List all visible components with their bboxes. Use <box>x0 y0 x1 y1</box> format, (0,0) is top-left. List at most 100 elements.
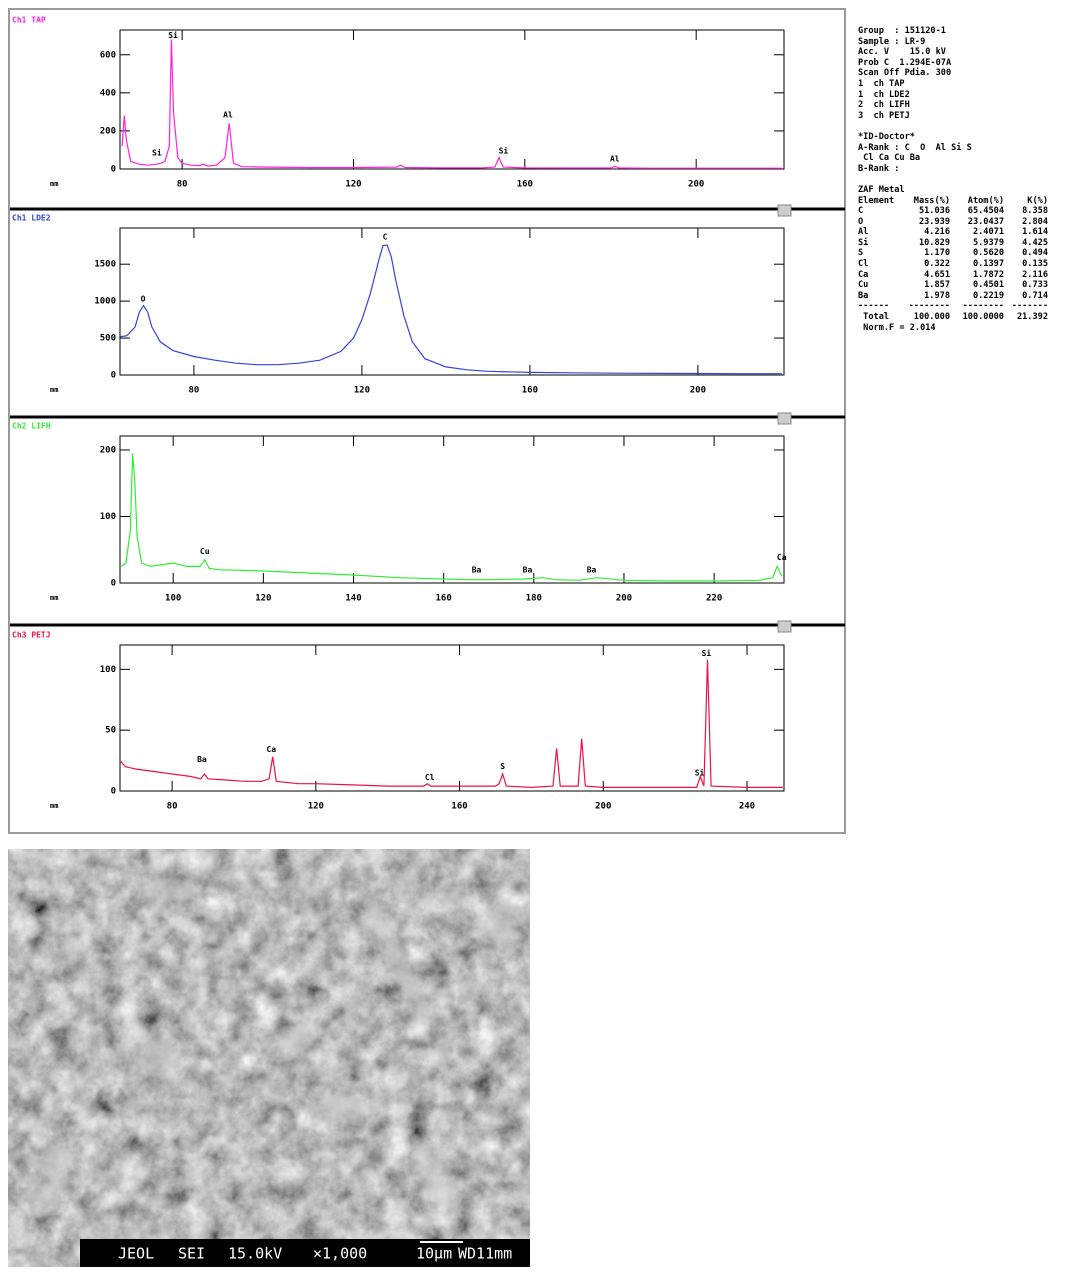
peak-label: Si <box>152 148 162 158</box>
peak-label: Ba <box>472 566 482 575</box>
plot-area <box>119 435 785 584</box>
table-cell: Atom(%) <box>967 195 1004 206</box>
panel-line: Scan Off Pdia. 300 <box>858 68 952 79</box>
y-tick-label: 500 <box>100 334 116 344</box>
x-tick-label: 120 <box>308 802 324 812</box>
frame <box>8 8 846 834</box>
y-tick-label: 1500 <box>94 260 116 270</box>
peak-label: S <box>500 762 505 771</box>
table-cell: 5.9379 <box>972 237 1004 248</box>
caption-text: WD11mm <box>458 1245 512 1263</box>
x-axis-label: mm <box>50 594 58 602</box>
table-row: Ca 4.651 1.7872 2.116 <box>858 270 1080 281</box>
y-tick-label: 0 <box>111 165 116 175</box>
x-tick-label: 140 <box>345 594 361 604</box>
table-cell: 1.978 <box>924 290 950 301</box>
y-tick-label: 0 <box>111 579 116 589</box>
table-cell: O <box>858 216 864 227</box>
channel-title: Ch1 TAP <box>12 16 46 25</box>
table-row: Si 10.829 5.9379 4.425 <box>858 238 1080 249</box>
spectrum-line <box>119 659 783 789</box>
table-cell: 4.425 <box>1022 237 1048 248</box>
x-tick-label: 120 <box>345 180 361 190</box>
table-cell: 0.494 <box>1022 248 1048 259</box>
x-tick-label: 240 <box>739 802 755 812</box>
spectrum-line <box>121 453 783 582</box>
peak-label: Cu <box>200 547 210 556</box>
table-cell: -------- <box>962 301 1004 312</box>
table-cell: Mass(%) <box>913 195 950 206</box>
table-row: O 23.939 23.0437 2.804 <box>858 217 1080 228</box>
table-cell: 0.4501 <box>972 280 1004 291</box>
table-cell: Cl <box>858 259 869 270</box>
table-cell: 4.651 <box>924 269 950 280</box>
y-tick-label: 400 <box>100 88 116 98</box>
spectrum-line <box>120 244 782 375</box>
y-tick-label: 200 <box>100 126 116 136</box>
caption-text: JEOL <box>118 1245 154 1263</box>
x-tick-label: 220 <box>706 594 722 604</box>
table-cell: -------- <box>908 301 950 312</box>
table-cell: 1.614 <box>1022 227 1048 238</box>
caption-text: SEI <box>178 1245 205 1263</box>
table-cell: Total <box>858 312 890 323</box>
plot-area <box>119 29 785 170</box>
caption-bar <box>80 1239 530 1267</box>
channel-title: Ch3 PETJ <box>12 631 51 640</box>
panel-line: A-Rank : C O Al Si S <box>858 142 972 153</box>
table-cell: 0.733 <box>1022 280 1048 291</box>
table-cell: 4.216 <box>924 227 950 238</box>
table-cell: Si <box>858 237 869 248</box>
peak-label: Cl <box>425 773 435 782</box>
table-cell: Ba <box>858 290 869 301</box>
table-cell: Al <box>858 227 869 238</box>
table-cell: Element <box>858 195 895 206</box>
panel-line: 1 ch TAP <box>858 78 905 89</box>
sem-image: JEOL SEI 15.0kV ×1,000 10μm WD11mm <box>8 849 530 1267</box>
table-cell: 0.5620 <box>972 248 1004 259</box>
table-cell: Cu <box>858 280 869 291</box>
table-cell: 23.0437 <box>967 216 1004 227</box>
table-row: C 51.036 65.4504 8.358 <box>858 206 1080 217</box>
table-row: Ba 1.978 0.2219 0.714 <box>858 291 1080 302</box>
handle <box>777 620 792 633</box>
handle <box>777 412 792 425</box>
spacer <box>858 174 1080 185</box>
peak-label: Si <box>499 145 509 155</box>
peak-label: Ca <box>266 745 276 754</box>
table-cell: 51.036 <box>918 206 950 217</box>
channel-title: Ch1 LDE2 <box>12 214 51 223</box>
table-cell: 1.170 <box>924 248 950 259</box>
peak-label: Ba <box>587 566 597 575</box>
x-tick-label: 160 <box>517 180 533 190</box>
panel-line: Acc. V 15.0 kV <box>858 47 946 58</box>
channel-title: Ch2 LIFH <box>12 422 51 431</box>
peak-label: Al <box>223 110 233 119</box>
x-tick-label: 200 <box>688 180 704 190</box>
panel-line: B-Rank : <box>858 163 900 174</box>
table-row: Element Mass(%) Atom(%) K(%) <box>858 196 1080 207</box>
x-tick-label: 80 <box>188 386 199 396</box>
panel-line: ZAF Metal <box>858 184 905 195</box>
peak-label: Al <box>610 154 620 163</box>
table-cell: 100.000 <box>913 312 950 323</box>
table-cell: 2.4071 <box>972 227 1004 238</box>
peak-label: O <box>141 294 146 303</box>
table-cell: 65.4504 <box>967 206 1004 217</box>
x-tick-label: 80 <box>177 180 188 190</box>
table-cell: 8.358 <box>1022 206 1048 217</box>
table-cell: 23.939 <box>918 216 950 227</box>
table-cell: 0.714 <box>1022 290 1048 301</box>
peak-label: Si <box>168 30 178 40</box>
table-cell: 10.829 <box>918 237 950 248</box>
table-cell: Ca <box>858 269 869 280</box>
y-tick-label: 600 <box>100 50 116 60</box>
table-cell: ------- <box>1011 301 1048 312</box>
panel-line: *ID-Doctor* <box>858 131 915 142</box>
x-tick-label: 100 <box>165 594 181 604</box>
table-cell: 100.0000 <box>962 312 1004 323</box>
x-tick-label: 160 <box>451 802 467 812</box>
panel-line: Prob C 1.294E-07A <box>858 57 952 68</box>
peak-label: Si <box>695 767 705 777</box>
